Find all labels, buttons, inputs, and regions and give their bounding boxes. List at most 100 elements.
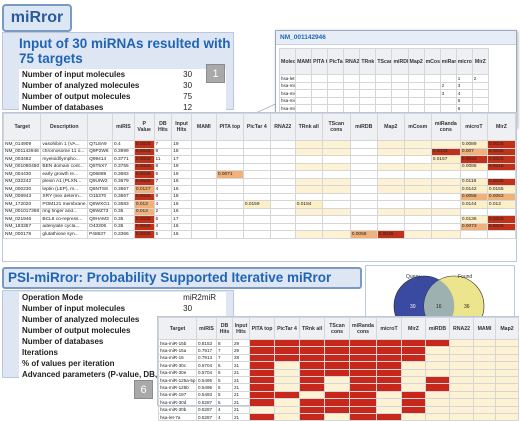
row-db-cell bbox=[321, 192, 351, 201]
row-db-cell bbox=[190, 200, 217, 209]
row-db-cell bbox=[403, 147, 432, 156]
row-miris: 0.3583 bbox=[112, 200, 135, 209]
psi-table-row[interactable]: hsa-miR-30b 0.5287 4 21 bbox=[158, 405, 519, 414]
psi-row-input-hits: 21 bbox=[232, 398, 250, 407]
psi-row-db-cell bbox=[376, 353, 402, 363]
psi-col-header: TRnk all bbox=[299, 317, 325, 340]
row-input-hits: 19 bbox=[171, 140, 192, 149]
psi-row-db-cell bbox=[376, 398, 402, 407]
row-db-cell bbox=[321, 177, 351, 186]
row-gene-link[interactable]: Q99414 bbox=[87, 155, 114, 164]
row-db-cell bbox=[321, 185, 351, 194]
table-row[interactable]: NM_183357 adenylate cycla... O43306 0.35 0.0… bbox=[2, 222, 517, 231]
row-gene-link[interactable]: Q6NTS8 bbox=[87, 185, 114, 194]
psi-table-row[interactable]: hsa-let-7a 0.5287 4 21 bbox=[158, 412, 519, 421]
row-gene-link[interactable]: Q5T5X7 bbox=[87, 162, 114, 171]
table-row[interactable]: NM_001080450 BEN domain cont... Q5T5X7 0.37… bbox=[2, 162, 517, 171]
psi-table-row[interactable]: hsa-miR-125b 0.5495 5 21 bbox=[158, 383, 519, 392]
row-db-cell bbox=[430, 170, 461, 179]
results-col-header: RNA22 bbox=[269, 113, 296, 141]
table-row[interactable]: NM_003482 myeloid/lympho... Q99414 0.3771 0.… bbox=[2, 155, 517, 164]
row-db-cell bbox=[190, 192, 217, 201]
row-db-cell bbox=[190, 147, 217, 156]
row-db-cell bbox=[242, 170, 271, 179]
popup-cell: 1 bbox=[455, 74, 473, 83]
row-db-cell bbox=[403, 215, 432, 224]
row-db-cell bbox=[294, 147, 323, 156]
table-row[interactable]: NM_014909 vasohibin 1 (VA... Q7L8A9 0.4 0.00… bbox=[2, 140, 517, 149]
row-db-cell bbox=[459, 207, 488, 216]
row-db-cell bbox=[376, 200, 405, 209]
psi-table-row[interactable]: hsa-miR-125a-5p 0.5495 5 21 bbox=[158, 375, 519, 385]
row-miris: 0.3679 bbox=[112, 177, 135, 186]
psi-row-db-cell bbox=[425, 390, 450, 400]
psi-row-db-cell bbox=[425, 383, 450, 392]
psi-row-db-cell bbox=[376, 346, 402, 355]
row-db-hits: 7 bbox=[153, 140, 173, 149]
table-row[interactable]: NM_021946 BCL6 co-repress... Q9HAM3 0.35 0.0… bbox=[2, 215, 517, 224]
psi-table-row[interactable]: hsa-miR-197 0.5493 5 21 bbox=[158, 390, 519, 400]
psi-table-row[interactable]: hsa-miR-30d 0.5287 5 21 bbox=[158, 398, 519, 407]
row-input-hits: 16 bbox=[171, 207, 192, 216]
popup-cell: 3 bbox=[439, 89, 457, 98]
row-db-cell bbox=[242, 155, 271, 164]
table-row[interactable]: NM_001142946 chromosome 11 o... Q9P2W6 0.39… bbox=[2, 147, 517, 156]
row-db-hits: 7 bbox=[153, 177, 173, 186]
table-row[interactable]: NM_001017368 ring finger and... Q8WZ73 0.35… bbox=[2, 207, 517, 216]
input-param-value: 30 bbox=[180, 69, 227, 80]
row-gene-link[interactable]: P48637 bbox=[87, 230, 114, 239]
psi-param-label: Number of analyzed molecules bbox=[19, 314, 181, 325]
row-gene-link[interactable]: Q8WXG1 bbox=[87, 200, 114, 209]
row-gene-link[interactable]: Q9UIW2 bbox=[87, 177, 114, 186]
psi-row-input-hits: 21 bbox=[232, 390, 250, 400]
row-miris: 0.35 bbox=[112, 207, 135, 216]
popup-cell bbox=[407, 74, 425, 83]
row-gene-link[interactable]: Q7L8A9 bbox=[87, 140, 114, 149]
psi-table-row[interactable]: hsa-miR-16 0.7913 7 28 bbox=[158, 353, 519, 363]
row-gene-link[interactable]: Q06889 bbox=[87, 170, 114, 179]
table-row[interactable]: NM_006943 SRY (sex determ... O15370 0.3667 0… bbox=[2, 192, 517, 201]
popup-cell bbox=[439, 74, 457, 83]
psi-row-db-cell bbox=[401, 405, 426, 414]
psi-row-db-cell bbox=[401, 338, 426, 348]
psi-row-db-cell bbox=[449, 368, 474, 377]
psi-table-row[interactable]: hsa-miR-30e 0.5704 6 21 bbox=[158, 368, 519, 377]
table-row[interactable]: NM_000230 leptin (LEP), m... Q6NTS8 0.3667 0… bbox=[2, 185, 517, 194]
row-input-hits: 16 bbox=[171, 177, 192, 186]
input-param-row: Number of analyzed molecules 30 bbox=[19, 80, 227, 91]
psi-row-db-cell bbox=[249, 375, 275, 385]
row-db-cell bbox=[215, 222, 244, 231]
psi-table-row[interactable]: hsa-miR-15a 0.7917 7 29 bbox=[158, 346, 519, 355]
psi-table-row[interactable]: hsa-miR-15b 0.8153 8 29 bbox=[158, 338, 519, 348]
psi-row-input-hits: 21 bbox=[232, 375, 250, 385]
row-db-cell bbox=[459, 230, 488, 239]
psi-row-db-cell bbox=[349, 375, 377, 385]
psi-row-db-cell bbox=[425, 398, 450, 407]
row-description: early growth re... bbox=[40, 170, 89, 179]
row-db-cell bbox=[242, 192, 271, 201]
psi-param-value: 30 bbox=[180, 303, 227, 314]
row-gene-link[interactable]: Q8WZ73 bbox=[87, 207, 114, 216]
row-db-cell bbox=[242, 230, 271, 239]
table-row[interactable]: NM_004430 early growth re... Q06889 0.3683 0… bbox=[2, 170, 517, 179]
row-gene-link[interactable]: Q9P2W6 bbox=[87, 147, 114, 156]
popup-cell bbox=[295, 81, 313, 90]
row-db-cell bbox=[269, 177, 296, 186]
row-gene-link[interactable]: O43306 bbox=[87, 222, 114, 231]
popup-col-header: MAMI bbox=[295, 48, 313, 75]
psi-row-db-cell bbox=[299, 390, 325, 400]
row-db-cell bbox=[242, 215, 271, 224]
psi-table-row[interactable]: hsa-miR-30c 0.5704 6 21 bbox=[158, 361, 519, 370]
row-db-cell bbox=[321, 140, 351, 149]
psi-row-name: hsa-miR-15b bbox=[158, 338, 197, 348]
table-row[interactable]: NM_172020 POM121 membrane... Q8WXG1 0.3583 0… bbox=[2, 200, 517, 209]
table-row[interactable]: NM_032242 plexin A1 (PLXN... Q9UIW2 0.3679 0… bbox=[2, 177, 517, 186]
table-row[interactable]: NM_000178 glutathione syn... P48637 0.3366 0… bbox=[2, 230, 517, 239]
row-gene-link[interactable]: Q9HAM3 bbox=[87, 215, 114, 224]
psi-param-label: Number of databases bbox=[19, 336, 181, 347]
psi-col-header: MirZ bbox=[401, 317, 426, 340]
row-gene-link[interactable]: O15370 bbox=[87, 192, 114, 201]
row-db-cell bbox=[403, 170, 432, 179]
row-db-cell bbox=[215, 140, 244, 149]
row-description: plexin A1 (PLXN... bbox=[40, 177, 89, 186]
